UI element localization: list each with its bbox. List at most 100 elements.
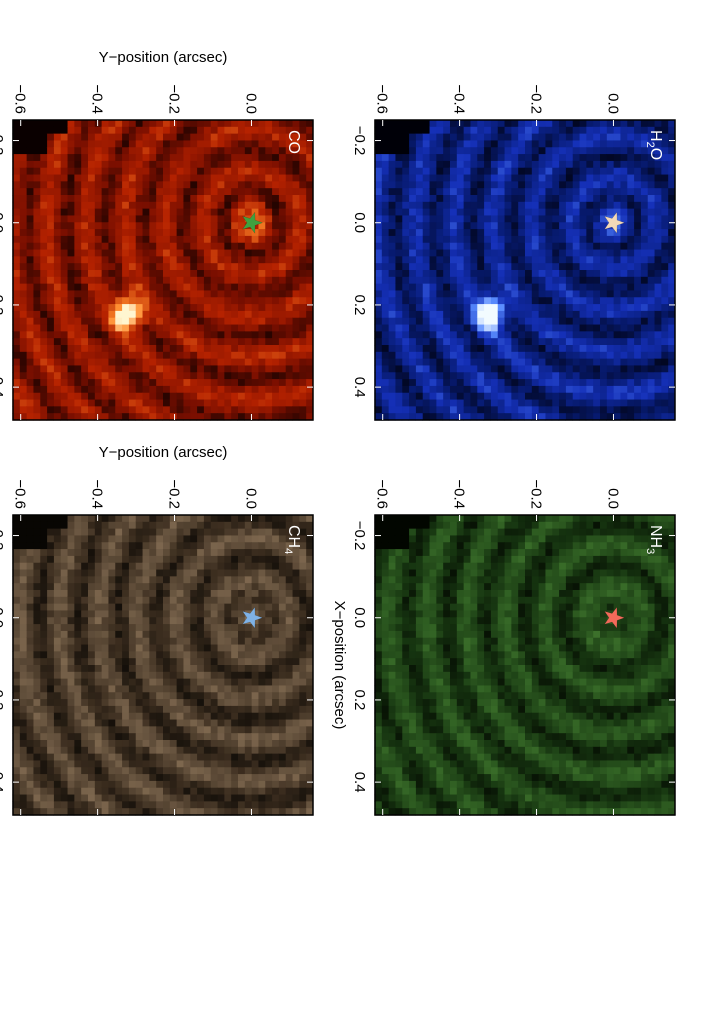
heatmap-cell bbox=[285, 324, 293, 332]
heatmap-cell bbox=[216, 365, 225, 373]
heatmap-cell bbox=[155, 126, 163, 135]
heatmap-cell bbox=[257, 555, 266, 564]
heatmap-cell bbox=[490, 263, 498, 271]
heatmap-cell bbox=[176, 406, 184, 414]
heatmap-cell bbox=[169, 263, 177, 271]
heatmap-cell bbox=[408, 413, 416, 421]
heatmap-cell bbox=[285, 120, 293, 128]
heatmap-cell bbox=[32, 133, 41, 142]
heatmap-cell bbox=[237, 208, 245, 217]
heatmap-cell bbox=[285, 208, 293, 217]
heatmap-cell bbox=[203, 521, 211, 530]
heatmap-cell bbox=[237, 665, 245, 673]
heatmap-cell bbox=[401, 120, 410, 128]
heatmap-cell bbox=[490, 392, 498, 401]
heatmap-cell bbox=[169, 147, 177, 155]
heatmap-cell bbox=[449, 229, 457, 237]
heatmap-cell bbox=[230, 590, 238, 598]
heatmap-cell bbox=[572, 167, 580, 176]
heatmap-cell bbox=[169, 140, 177, 148]
heatmap-cell bbox=[510, 358, 519, 367]
heatmap-cell bbox=[497, 283, 505, 292]
heatmap-cell bbox=[558, 385, 566, 394]
heatmap-cell bbox=[73, 528, 82, 537]
heatmap-cell bbox=[46, 160, 54, 169]
heatmap-cell bbox=[305, 651, 313, 659]
heatmap-cell bbox=[271, 297, 279, 305]
heatmap-cell bbox=[182, 603, 191, 612]
heatmap-cell bbox=[244, 229, 252, 237]
heatmap-cell bbox=[435, 188, 444, 196]
heatmap-cell bbox=[647, 392, 655, 401]
heatmap-cell bbox=[428, 304, 437, 312]
heatmap-cell bbox=[237, 637, 245, 646]
heatmap-cell bbox=[572, 385, 580, 394]
heatmap-cell bbox=[291, 658, 300, 666]
heatmap-cell bbox=[647, 338, 655, 346]
heatmap-cell bbox=[162, 583, 170, 591]
heatmap-cell bbox=[128, 297, 136, 305]
heatmap-cell bbox=[141, 147, 150, 155]
heatmap-cell bbox=[244, 542, 252, 550]
heatmap-cell bbox=[585, 242, 594, 251]
heatmap-cell bbox=[428, 208, 437, 217]
heatmap-cell bbox=[66, 120, 75, 128]
heatmap-cell bbox=[114, 270, 123, 278]
heatmap-cell bbox=[298, 201, 307, 210]
heatmap-cell bbox=[305, 147, 313, 155]
heatmap-cell bbox=[305, 549, 313, 557]
heatmap-cell bbox=[442, 208, 450, 217]
heatmap-cell bbox=[148, 174, 157, 182]
heatmap-cell bbox=[60, 515, 68, 523]
heatmap-cell bbox=[203, 154, 211, 162]
heatmap-cell bbox=[189, 576, 198, 584]
heatmap-cell bbox=[32, 392, 41, 401]
heatmap-cell bbox=[449, 256, 457, 264]
heatmap-cell bbox=[216, 542, 225, 550]
heatmap-cell bbox=[422, 167, 430, 176]
heatmap-cell bbox=[155, 603, 163, 612]
heatmap-cell bbox=[305, 358, 313, 367]
heatmap-cell bbox=[216, 297, 225, 305]
heatmap-cell bbox=[189, 297, 198, 305]
heatmap-cell bbox=[264, 596, 273, 605]
heatmap-cell bbox=[135, 317, 143, 326]
heatmap-cell bbox=[135, 351, 143, 360]
heatmap-cell bbox=[298, 242, 307, 251]
heatmap-cell bbox=[578, 331, 587, 339]
heatmap-cell bbox=[613, 338, 621, 346]
heatmap-cell bbox=[189, 167, 198, 176]
heatmap-cell bbox=[626, 249, 635, 257]
heatmap-cell bbox=[278, 331, 286, 339]
heatmap-cell bbox=[155, 120, 163, 128]
heatmap-cell bbox=[169, 351, 177, 360]
heatmap-cell bbox=[189, 555, 198, 564]
heatmap-cell bbox=[551, 235, 560, 244]
heatmap-cell bbox=[257, 147, 266, 155]
heatmap-cell bbox=[599, 338, 607, 346]
heatmap-cell bbox=[189, 624, 198, 632]
heatmap-cell bbox=[114, 188, 123, 196]
heatmap-cell bbox=[155, 651, 163, 659]
heatmap-cell bbox=[196, 229, 204, 237]
heatmap-cell bbox=[585, 297, 594, 305]
heatmap-cell bbox=[449, 345, 457, 353]
heatmap-cell bbox=[599, 133, 607, 142]
heatmap-cell bbox=[469, 140, 478, 148]
heatmap-cell bbox=[182, 147, 191, 155]
heatmap-cell bbox=[244, 133, 252, 142]
heatmap-cell bbox=[305, 154, 313, 162]
heatmap-cell bbox=[12, 188, 20, 196]
heatmap-cell bbox=[53, 160, 61, 169]
heatmap-cell bbox=[128, 562, 136, 571]
heatmap-cell bbox=[141, 392, 150, 401]
heatmap-cell bbox=[653, 235, 662, 244]
heatmap-cell bbox=[442, 201, 450, 210]
heatmap-cell bbox=[73, 392, 82, 401]
heatmap-cell bbox=[141, 310, 150, 319]
heatmap-cell bbox=[128, 338, 136, 346]
heatmap-cell bbox=[176, 167, 184, 176]
heatmap-cell bbox=[230, 535, 238, 543]
heatmap-cell bbox=[216, 317, 225, 326]
heatmap-cell bbox=[517, 310, 525, 319]
